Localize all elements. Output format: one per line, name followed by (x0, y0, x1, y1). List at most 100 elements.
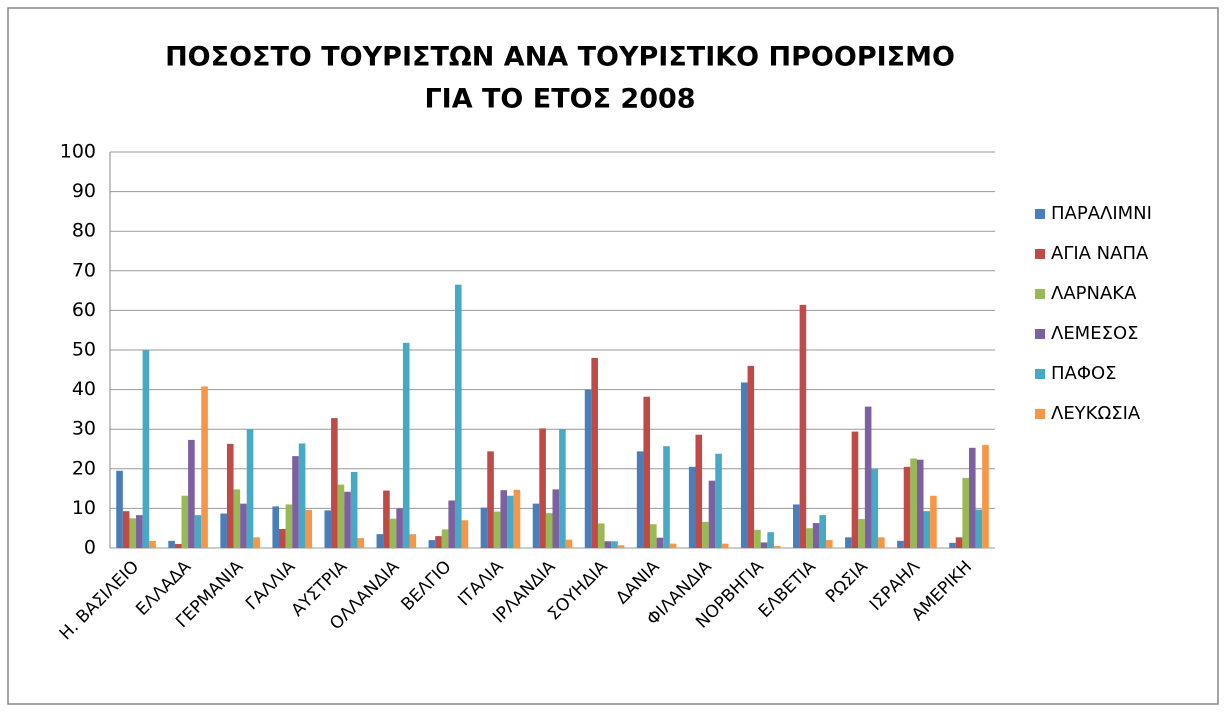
bar (916, 459, 924, 548)
bar (487, 451, 494, 548)
bar (279, 528, 286, 548)
bar (825, 540, 833, 548)
bar (754, 529, 761, 548)
bar (773, 546, 781, 548)
bar (643, 396, 651, 548)
bar (507, 495, 514, 548)
bar (402, 342, 410, 548)
bar (819, 515, 826, 548)
bar (344, 491, 351, 548)
bar (793, 504, 800, 548)
bar (181, 495, 189, 548)
legend-label: ΛΕΥΚΩΣΙΑ (1051, 403, 1141, 424)
chart-title: ΠΟΣΟΣΤΟ ΤΟΥΡΙΣΤΩΝ ΑΝΑ ΤΟΥΡΙΣΤΙΚΟ ΠΡΟΟΡΙΣ… (165, 42, 955, 73)
y-tick-label: 20 (72, 457, 96, 479)
y-tick-label: 100 (60, 141, 96, 163)
bar (878, 537, 885, 548)
bar (194, 515, 202, 548)
bar (845, 537, 852, 548)
y-tick-label: 70 (72, 259, 96, 281)
legend-swatch (1035, 369, 1045, 379)
y-tick-label: 30 (72, 418, 96, 440)
y-tick-label: 40 (72, 378, 96, 400)
bar (695, 434, 703, 548)
bar (272, 506, 280, 548)
bar (591, 357, 598, 548)
bar (812, 523, 820, 548)
bar (220, 513, 227, 548)
bar (903, 466, 911, 548)
bar (565, 539, 573, 548)
bar (253, 537, 260, 548)
bar (454, 284, 462, 548)
legend-swatch (1035, 209, 1045, 219)
bar (949, 542, 956, 548)
bar (708, 480, 716, 548)
bar (389, 518, 397, 548)
legend-label: ΠΑΡΑΛΙΜΝΙ (1051, 203, 1152, 224)
bar (663, 446, 670, 548)
bar (864, 406, 872, 548)
bar (688, 466, 696, 548)
bar (611, 541, 618, 548)
bar (441, 529, 449, 548)
bar (930, 495, 937, 548)
bar (650, 524, 657, 548)
bar (656, 537, 664, 548)
bar (968, 447, 976, 548)
legend-swatch (1035, 329, 1045, 339)
bar (669, 543, 677, 548)
bar (142, 350, 150, 548)
bar (122, 511, 130, 548)
legend-swatch (1035, 289, 1045, 299)
bar (513, 489, 521, 548)
bar (493, 511, 501, 548)
bar (233, 489, 241, 548)
bar (982, 445, 989, 548)
bar (337, 484, 345, 548)
bar (559, 429, 566, 548)
bar (897, 540, 904, 548)
bar (409, 534, 417, 548)
bar (324, 510, 332, 548)
bar (636, 451, 644, 548)
bar (715, 453, 722, 548)
y-tick-label: 80 (72, 220, 96, 242)
bar (350, 471, 358, 548)
bar (552, 489, 560, 548)
chart-title: ΓΙΑ ΤΟ ΕΤΟΣ 2008 (424, 84, 695, 115)
bar (292, 456, 299, 548)
bar (584, 389, 592, 548)
bar (604, 541, 612, 548)
bar (305, 509, 312, 548)
bar (871, 468, 879, 548)
bar (376, 534, 384, 548)
bar (740, 382, 748, 548)
bar (188, 439, 195, 548)
bar (201, 386, 208, 548)
legend-label: ΛΑΡΝΑΚΑ (1051, 283, 1137, 304)
bar (910, 458, 917, 548)
bar (806, 528, 813, 548)
bar (116, 470, 123, 548)
bar (767, 532, 774, 548)
bar (532, 503, 540, 548)
bar (448, 500, 455, 548)
bar (428, 540, 436, 548)
bar (396, 508, 403, 548)
bar (539, 428, 546, 548)
y-tick-label: 10 (72, 497, 96, 519)
bar (955, 537, 963, 548)
bar (962, 477, 969, 548)
bar (975, 509, 983, 548)
bar (461, 520, 469, 548)
legend-label: ΠΑΦΟΣ (1051, 363, 1117, 384)
bar (851, 431, 859, 548)
bar (226, 443, 234, 548)
bar (129, 518, 137, 548)
legend-label: ΑΓΙΑ ΝΑΠΑ (1051, 243, 1149, 264)
bar (858, 519, 865, 548)
bar (597, 523, 605, 548)
y-tick-label: 90 (72, 180, 96, 202)
